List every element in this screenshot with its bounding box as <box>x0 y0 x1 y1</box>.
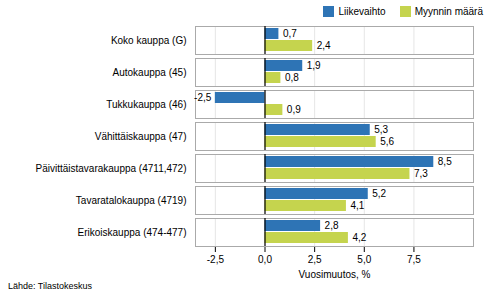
svg-text:Erikoiskauppa (474-477): Erikoiskauppa (474-477) <box>78 227 187 238</box>
svg-text:7,3: 7,3 <box>414 168 428 179</box>
svg-text:Päivittäistavarakauppa (4711,4: Päivittäistavarakauppa (4711,472) <box>35 163 186 174</box>
svg-text:5,0: 5,0 <box>357 254 371 265</box>
svg-text:-2,5: -2,5 <box>207 254 225 265</box>
svg-text:Tukkukauppa (46): Tukkukauppa (46) <box>106 99 186 110</box>
svg-text:8,5: 8,5 <box>438 156 452 167</box>
svg-text:5,6: 5,6 <box>380 136 394 147</box>
svg-text:2,5: 2,5 <box>308 254 322 265</box>
html-text:Lähde: Tilastokeskus: Lähde: Tilastokeskus <box>8 281 93 291</box>
html-text:Myynnin määrä: Myynnin määrä <box>414 5 483 17</box>
svg-text:Vähittäiskauppa (47): Vähittäiskauppa (47) <box>95 131 187 142</box>
svg-text:Tavaratalokauppa (4719): Tavaratalokauppa (4719) <box>76 195 187 206</box>
svg-text:4,2: 4,2 <box>352 232 366 243</box>
svg-text:4,1: 4,1 <box>350 200 364 211</box>
svg-text:5,3: 5,3 <box>374 124 388 135</box>
svg-text:2,8: 2,8 <box>325 220 339 231</box>
svg-text:1,9: 1,9 <box>307 60 321 71</box>
svg-text:5,2: 5,2 <box>372 188 386 199</box>
svg-text:0,0: 0,0 <box>258 254 272 265</box>
svg-text:Vuosimuutos, %: Vuosimuutos, % <box>299 269 371 280</box>
svg-text:7,5: 7,5 <box>407 254 421 265</box>
html-text:Liikevaihto: Liikevaihto <box>338 5 386 17</box>
svg-text:2,4: 2,4 <box>317 40 331 51</box>
svg-text:0,8: 0,8 <box>285 72 299 83</box>
svg-text:Koko kauppa (G): Koko kauppa (G) <box>111 35 187 46</box>
svg-text:0,9: 0,9 <box>287 104 301 115</box>
svg-text:-2,5: -2,5 <box>194 92 212 103</box>
svg-text:Autokauppa (45): Autokauppa (45) <box>113 67 187 78</box>
svg-text:0,7: 0,7 <box>283 28 297 39</box>
